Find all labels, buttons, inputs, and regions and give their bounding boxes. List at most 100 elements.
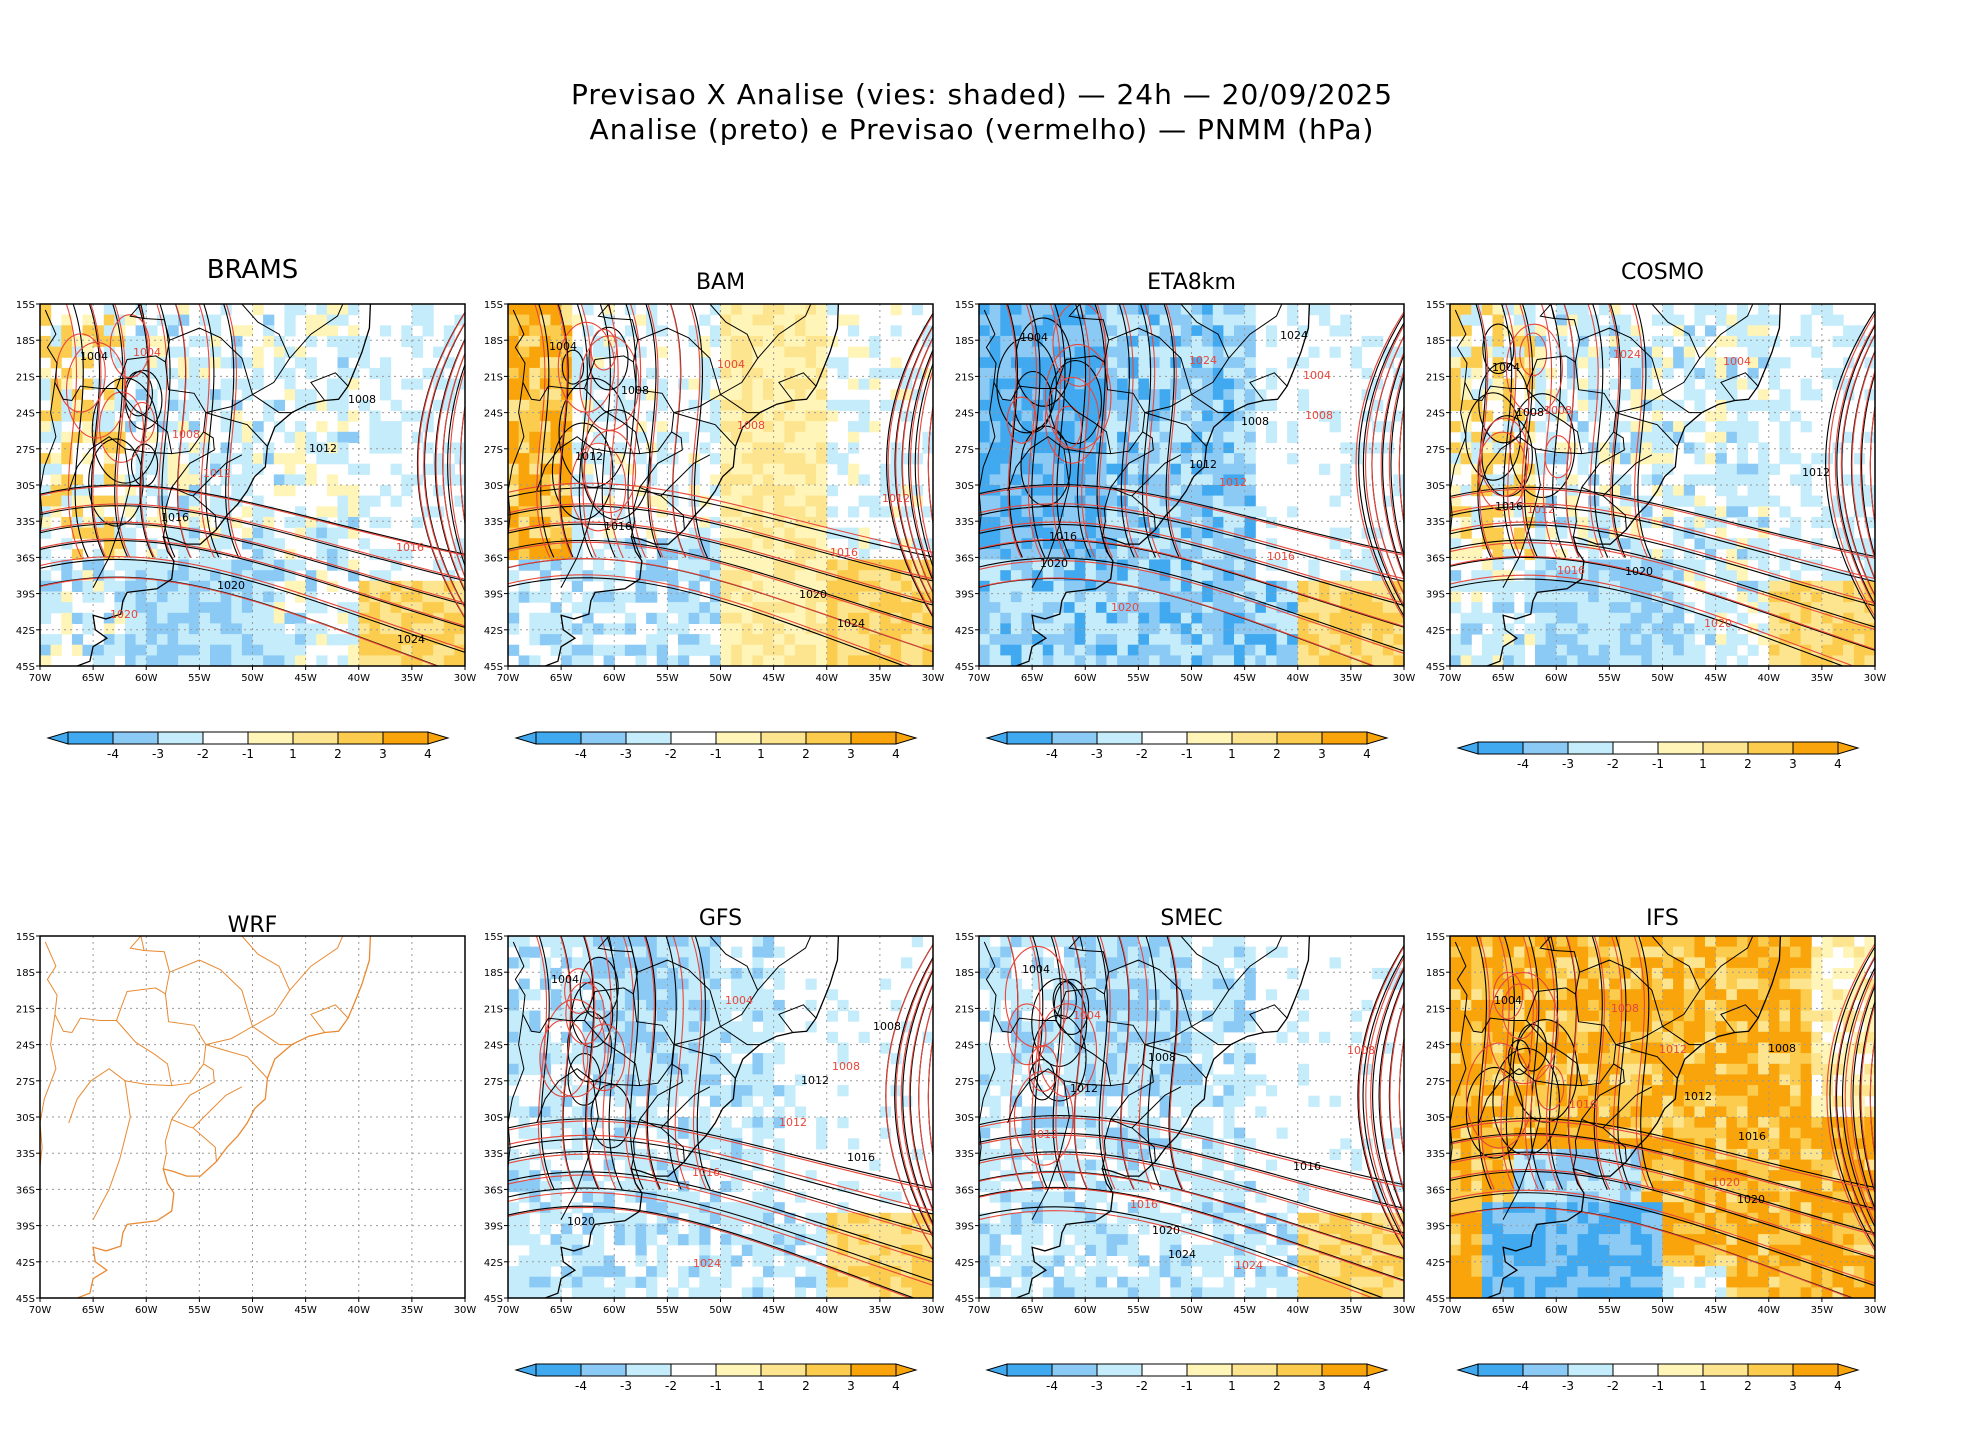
- lat-tick-label: 39S: [955, 1222, 974, 1233]
- analysis-isobar-label: 1012: [801, 1074, 829, 1087]
- colorbar-arrow-right: [427, 731, 450, 745]
- lat-tick-label: 33S: [484, 1149, 503, 1160]
- colorbar-tick-label: -2: [1136, 1379, 1148, 1393]
- colorbar-tick-label: 4: [1363, 1379, 1371, 1393]
- colorbar-tick-label: 1: [1228, 747, 1236, 761]
- lat-tick-label: 42S: [484, 1258, 503, 1269]
- lat-tick-label: 24S: [955, 1041, 974, 1052]
- lat-tick-label: 36S: [484, 553, 503, 564]
- analysis-isobar-label: 1016: [1738, 1130, 1766, 1143]
- lon-tick-label: 60W: [603, 673, 626, 684]
- lon-tick-label: 35W: [1811, 1305, 1834, 1316]
- forecast-isobar-label: 1020: [1704, 617, 1732, 630]
- colorbar-swatch: [1096, 731, 1143, 745]
- grid-lines: [979, 936, 1404, 1298]
- analysis-isobars: [979, 304, 1404, 666]
- colorbar-swatch: [580, 1363, 627, 1377]
- panel-title-cosmo: COSMO: [1621, 260, 1704, 285]
- analysis-isobar-label: 1008: [621, 384, 649, 397]
- forecast-isobar-label: 1012: [1030, 1128, 1058, 1141]
- colorbar-tick-label: -2: [665, 747, 677, 761]
- lat-tick-label: 18S: [16, 336, 35, 347]
- grid-lines: [40, 936, 465, 1298]
- lat-tick-label: 42S: [1426, 626, 1445, 637]
- analysis-isobar-label: 1024: [1280, 329, 1308, 342]
- contour-labels: 1004 1008 1012 1016 1020 1024 1004 1008 1012 1016…: [80, 346, 425, 646]
- colorbar-swatch: [1702, 1363, 1749, 1377]
- lon-tick-label: 60W: [135, 1305, 158, 1316]
- colorbar-tick-label: -4: [1046, 1379, 1058, 1393]
- lon-tick-label: 60W: [1545, 1305, 1568, 1316]
- lon-tick-label: 30W: [454, 1305, 477, 1316]
- analysis-isobar-label: 1016: [1495, 500, 1523, 513]
- lon-tick-label: 50W: [241, 673, 264, 684]
- lon-tick-label: 60W: [1545, 673, 1568, 684]
- lon-tick-label: 30W: [1393, 1305, 1416, 1316]
- forecast-isobar-label: 1004: [1073, 1009, 1101, 1022]
- analysis-isobar-label: 1016: [161, 511, 189, 524]
- colorbar-tick-label: 1: [1699, 757, 1707, 771]
- forecast-isobar-label: 1008: [1305, 409, 1333, 422]
- lon-tick-label: 40W: [1757, 1305, 1780, 1316]
- lat-tick-label: 18S: [484, 968, 503, 979]
- colorbar-tick-label: -1: [1181, 1379, 1193, 1393]
- forecast-isobar-label: 1008: [172, 428, 200, 441]
- lon-tick-label: 40W: [1286, 1305, 1309, 1316]
- colorbar-swatch: [625, 1363, 672, 1377]
- colorbar-tick-label: 4: [1834, 757, 1842, 771]
- lat-tick-label: 24S: [484, 409, 503, 420]
- colorbar-tick-label: 2: [1744, 1379, 1752, 1393]
- lon-tick-label: 65W: [550, 1305, 573, 1316]
- analysis-isobar-label: 1004: [1492, 361, 1520, 374]
- colorbar-tick-label: -1: [1181, 747, 1193, 761]
- colorbar-tick-label: 3: [1789, 1379, 1797, 1393]
- lon-tick-label: 45W: [1233, 673, 1256, 684]
- lat-tick-label: 30S: [1426, 481, 1445, 492]
- forecast-isobars: [979, 936, 1404, 1298]
- lon-tick-label: 45W: [1704, 1305, 1727, 1316]
- colorbar-swatch: [382, 731, 429, 745]
- country-borders: [508, 304, 817, 588]
- forecast-isobar-label: 1016: [1267, 550, 1295, 563]
- analysis-isobar-label: 1012: [1189, 458, 1217, 471]
- colorbar-swatch: [157, 731, 204, 745]
- colorbar-swatch: [112, 731, 159, 745]
- lon-tick-label: 50W: [1180, 1305, 1203, 1316]
- lat-tick-label: 18S: [955, 968, 974, 979]
- colorbar-arrow-right: [1837, 741, 1860, 755]
- lon-tick-label: 50W: [709, 1305, 732, 1316]
- forecast-isobar-label: 1008: [832, 1060, 860, 1073]
- analysis-isobar-label: 1012: [575, 450, 603, 463]
- lat-tick-label: 15S: [955, 300, 974, 311]
- coastline: [40, 936, 372, 1298]
- colorbar-swatch: [805, 1363, 852, 1377]
- lon-tick-label: 60W: [1074, 673, 1097, 684]
- colorbar-tick-label: -4: [575, 1379, 587, 1393]
- map-eta8km: 1004 1008 1012 1016 1020 1024 1004 1008 1012 1016…: [955, 300, 1415, 684]
- lat-tick-label: 18S: [1426, 968, 1445, 979]
- colorbar-tick-label: 3: [1789, 757, 1797, 771]
- map-bam: 1004 1008 1012 1016 1020 1024 1004 1008 1012 1016…: [484, 300, 945, 684]
- panel-title-smec: SMEC: [1160, 906, 1223, 931]
- lon-tick-label: 35W: [1340, 673, 1363, 684]
- forecast-isobar-label: 1016: [1130, 1198, 1158, 1211]
- lon-tick-label: 40W: [347, 673, 370, 684]
- lat-tick-label: 21S: [1426, 1004, 1445, 1015]
- lat-tick-label: 33S: [16, 517, 35, 528]
- lon-tick-label: 50W: [1651, 1305, 1674, 1316]
- colorbar-swatch: [202, 731, 249, 745]
- lat-tick-label: 24S: [1426, 409, 1445, 420]
- lon-tick-label: 30W: [922, 673, 945, 684]
- lat-tick-label: 30S: [16, 1113, 35, 1124]
- colorbar-tick-label: 4: [892, 747, 900, 761]
- lat-tick-label: 42S: [484, 626, 503, 637]
- colorbar-swatch: [1702, 741, 1749, 755]
- colorbar-arrow-left: [1456, 741, 1479, 755]
- colorbar-swatch: [1231, 731, 1278, 745]
- lat-tick-label: 30S: [955, 1113, 974, 1124]
- colorbar-tick-label: 1: [1228, 1379, 1236, 1393]
- lon-tick-label: 30W: [922, 1305, 945, 1316]
- lat-tick-label: 15S: [1426, 932, 1445, 943]
- lat-tick-label: 21S: [1426, 372, 1445, 383]
- lat-tick-label: 42S: [955, 1258, 974, 1269]
